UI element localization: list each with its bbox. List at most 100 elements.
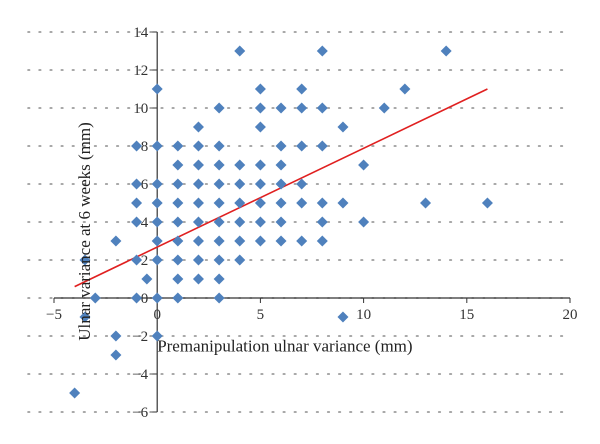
data-point [296, 140, 308, 152]
data-point [192, 273, 204, 285]
data-point [110, 235, 122, 247]
data-point [378, 102, 390, 114]
data-point [254, 216, 266, 228]
x-tick-label: 20 [563, 307, 578, 323]
data-point [172, 273, 184, 285]
data-point [296, 83, 308, 95]
data-point [234, 254, 246, 266]
x-tick-label: 5 [257, 307, 265, 323]
data-point [316, 45, 328, 57]
data-point [275, 159, 287, 171]
x-tick-label: 0 [153, 307, 161, 323]
x-tick-label: 15 [459, 307, 474, 323]
y-tick-label: −2 [132, 329, 148, 345]
data-point [275, 178, 287, 190]
data-point [296, 178, 308, 190]
data-point [172, 235, 184, 247]
data-point [151, 83, 163, 95]
data-point [192, 235, 204, 247]
data-point [337, 311, 349, 323]
data-point [213, 159, 225, 171]
data-point [337, 197, 349, 209]
data-point [213, 273, 225, 285]
data-point [358, 159, 370, 171]
data-point [254, 235, 266, 247]
data-point [420, 197, 432, 209]
data-point [316, 197, 328, 209]
data-point [213, 235, 225, 247]
data-point [234, 197, 246, 209]
y-tick-label: −6 [132, 405, 148, 421]
data-point [131, 254, 143, 266]
data-point [192, 140, 204, 152]
data-point [172, 216, 184, 228]
data-point [131, 197, 143, 209]
data-point [234, 235, 246, 247]
y-axis-label: Ulnar variance at 6 weeks (mm) [75, 122, 94, 341]
data-point [275, 197, 287, 209]
data-point [192, 178, 204, 190]
data-point [151, 216, 163, 228]
y-tick-label: 8 [141, 139, 149, 155]
y-tick-labels: −6 −4 −2 0 2 4 6 8 10 12 14 [132, 25, 148, 421]
data-point [213, 216, 225, 228]
x-axis-label: Premanipulation ulnar variance (mm) [157, 337, 412, 356]
data-point [337, 121, 349, 133]
data-point [151, 292, 163, 304]
data-point [254, 197, 266, 209]
data-point [275, 216, 287, 228]
data-point [131, 292, 143, 304]
data-point [481, 197, 493, 209]
data-point [213, 178, 225, 190]
x-tick-labels: −5 0 5 10 15 20 [46, 307, 577, 323]
data-point [151, 254, 163, 266]
data-point [316, 235, 328, 247]
data-point [213, 254, 225, 266]
data-point [131, 178, 143, 190]
data-point [192, 254, 204, 266]
data-point [275, 235, 287, 247]
data-point [213, 140, 225, 152]
data-point [151, 330, 163, 342]
data-point [192, 121, 204, 133]
data-point [316, 102, 328, 114]
data-point [172, 292, 184, 304]
data-point [69, 387, 81, 399]
data-point [192, 216, 204, 228]
data-point [79, 311, 91, 323]
data-point [172, 159, 184, 171]
data-point [213, 197, 225, 209]
y-tick-label: −4 [132, 367, 148, 383]
data-point [172, 140, 184, 152]
data-point [151, 140, 163, 152]
data-point [316, 216, 328, 228]
data-point [141, 273, 153, 285]
data-point [234, 178, 246, 190]
data-point [79, 254, 91, 266]
y-tick-label: 12 [133, 63, 148, 79]
data-point [296, 235, 308, 247]
data-point [110, 330, 122, 342]
y-tick-label: 10 [133, 101, 148, 117]
y-tick-label: 4 [141, 215, 149, 231]
data-points [69, 45, 493, 399]
data-point [440, 45, 452, 57]
y-tick-label: 0 [141, 291, 149, 307]
data-point [358, 216, 370, 228]
data-point [254, 178, 266, 190]
data-point [89, 292, 101, 304]
data-point [234, 45, 246, 57]
data-point [192, 197, 204, 209]
data-point [131, 140, 143, 152]
data-point [192, 159, 204, 171]
data-point [316, 140, 328, 152]
data-point [399, 83, 411, 95]
data-point [275, 140, 287, 152]
data-point [234, 159, 246, 171]
data-point [254, 121, 266, 133]
x-tick-label: −5 [46, 307, 62, 323]
data-point [110, 349, 122, 361]
data-point [254, 159, 266, 171]
data-point [296, 102, 308, 114]
